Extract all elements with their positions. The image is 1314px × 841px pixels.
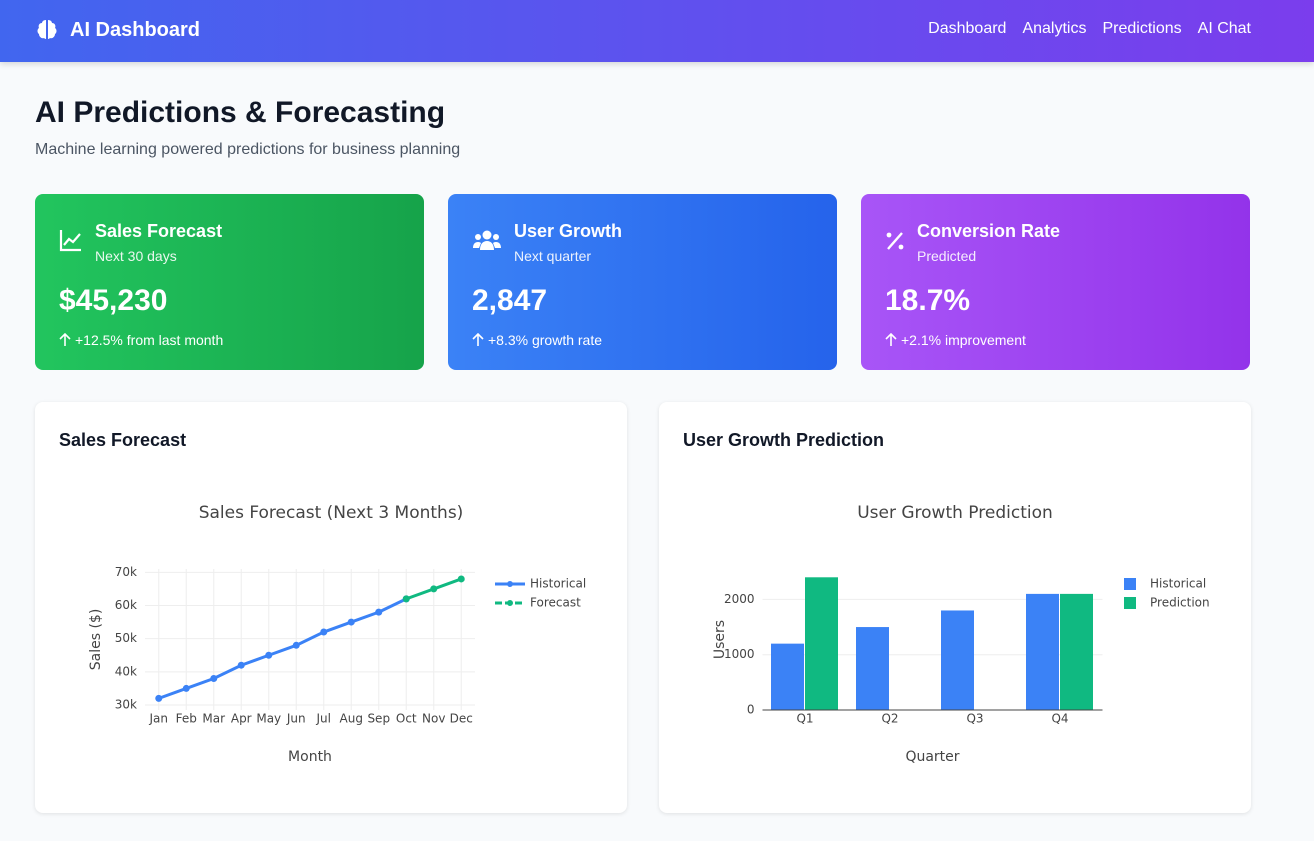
card-change: +12.5% from last month <box>75 332 224 348</box>
card-title: User Growth <box>514 221 623 241</box>
legend-label: Forecast <box>530 596 581 610</box>
stat-card: Sales Forecast Next 30 days $45,230 +12.5… <box>35 194 424 370</box>
brain-icon <box>37 20 57 39</box>
arrow-icon <box>59 333 71 346</box>
card-title: Sales Forecast <box>95 221 223 241</box>
y-tick-label: 40k <box>115 664 137 678</box>
arrow-icon <box>885 333 897 346</box>
x-tick-label: Aug <box>340 712 363 726</box>
chart-panel: Sales Forecast Sales Forecast (Next 3 Mo… <box>35 402 627 813</box>
x-tick-label: Jan <box>149 712 169 726</box>
point <box>292 641 300 649</box>
chart: Sales Forecast (Next 3 Months) Month Sales… <box>88 503 586 765</box>
line <box>158 597 407 700</box>
x-tick-label: Mar <box>202 712 225 726</box>
chart: User Growth Prediction Quarter Users 0 1000 2… <box>712 503 1210 765</box>
panel-title: User Growth Prediction <box>683 430 885 450</box>
stat-card: User Growth Next quarter 2,847 +8.3% grow… <box>448 194 837 370</box>
bar <box>1060 593 1093 710</box>
point <box>237 661 245 669</box>
card-subtitle: Next 30 days <box>95 248 177 264</box>
bar <box>856 627 889 710</box>
legend-label: Historical <box>1150 577 1206 591</box>
navbar: AI Dashboard Dashboard Analytics Predict… <box>0 0 1314 62</box>
card-change: +2.1% improvement <box>901 332 1026 348</box>
page-title: AI Predictions & Forecasting <box>35 96 446 129</box>
percent-icon <box>886 232 904 250</box>
chart-icon <box>59 230 81 252</box>
point <box>430 585 438 593</box>
x-tick-label: Q1 <box>796 712 813 726</box>
chart-title: User Growth Prediction <box>857 503 1053 523</box>
card-subtitle: Predicted <box>917 248 977 264</box>
y-tick-label: 0 <box>747 703 755 717</box>
point <box>347 618 355 626</box>
x-axis-title: Quarter <box>905 749 959 765</box>
x-tick-label: Apr <box>231 712 252 726</box>
x-tick-label: Q4 <box>1051 712 1068 726</box>
legend-marker <box>507 581 513 587</box>
stat-card: Conversion Rate Predicted 18.7% +2.1% imp… <box>861 194 1250 370</box>
bar <box>1026 593 1059 710</box>
point <box>265 651 273 659</box>
x-tick-label: May <box>256 712 281 726</box>
card-value: 18.7% <box>885 284 971 317</box>
y-axis-title: Sales ($) <box>88 609 104 671</box>
arrow-icon <box>472 333 484 346</box>
brand-text: AI Dashboard <box>70 18 201 41</box>
users-icon <box>473 230 501 250</box>
chart-panel: User Growth Prediction User Growth Predi… <box>659 402 1251 813</box>
bar <box>941 610 974 710</box>
nav-link[interactable]: AI Chat <box>1197 20 1251 37</box>
card-value: 2,847 <box>472 284 548 317</box>
card-value: $45,230 <box>59 284 168 317</box>
y-tick-label: 60k <box>115 598 137 612</box>
x-tick-label: Jun <box>286 712 306 726</box>
chart-title: Sales Forecast (Next 3 Months) <box>199 503 464 523</box>
nav-link[interactable]: Predictions <box>1102 20 1182 37</box>
legend-symbol <box>1124 578 1136 590</box>
y-tick-label: 70k <box>115 565 137 579</box>
point <box>402 595 410 603</box>
nav-link[interactable]: Dashboard <box>928 20 1007 37</box>
bar <box>771 643 804 710</box>
y-axis-title: Users <box>712 620 728 659</box>
x-tick-label: Nov <box>422 712 445 726</box>
bar <box>805 577 838 710</box>
point <box>210 674 218 682</box>
nav-link[interactable]: Analytics <box>1022 20 1087 37</box>
point <box>375 608 383 616</box>
x-tick-label: Q3 <box>966 712 983 726</box>
point <box>182 684 190 692</box>
y-tick-label: 1000 <box>724 647 755 661</box>
point <box>320 628 328 636</box>
legend-marker <box>507 600 513 606</box>
point <box>155 694 163 702</box>
legend-symbol <box>1124 597 1136 609</box>
x-tick-label: Dec <box>450 712 473 726</box>
card-title: Conversion Rate <box>917 221 1061 241</box>
x-tick-label: Feb <box>176 712 197 726</box>
x-tick-label: Sep <box>367 712 390 726</box>
x-tick-label: Q2 <box>881 712 898 726</box>
legend-label: Prediction <box>1150 596 1210 610</box>
page-subtitle: Machine learning powered predictions for… <box>35 141 461 158</box>
y-tick-label: 50k <box>115 631 137 645</box>
brand[interactable]: AI Dashboard <box>34 17 200 43</box>
card-change: +8.3% growth rate <box>488 332 603 348</box>
x-tick-label: Oct <box>396 712 417 726</box>
y-tick-label: 30k <box>115 698 137 712</box>
legend-label: Historical <box>530 577 586 591</box>
card-subtitle: Next quarter <box>514 248 592 264</box>
x-axis-title: Month <box>288 749 332 765</box>
y-tick-label: 2000 <box>724 592 755 606</box>
point <box>457 575 465 583</box>
x-tick-label: Jul <box>316 712 331 726</box>
panel-title: Sales Forecast <box>59 430 187 450</box>
